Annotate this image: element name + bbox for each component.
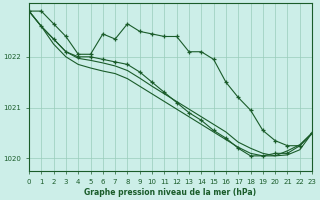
X-axis label: Graphe pression niveau de la mer (hPa): Graphe pression niveau de la mer (hPa) [84,188,257,197]
